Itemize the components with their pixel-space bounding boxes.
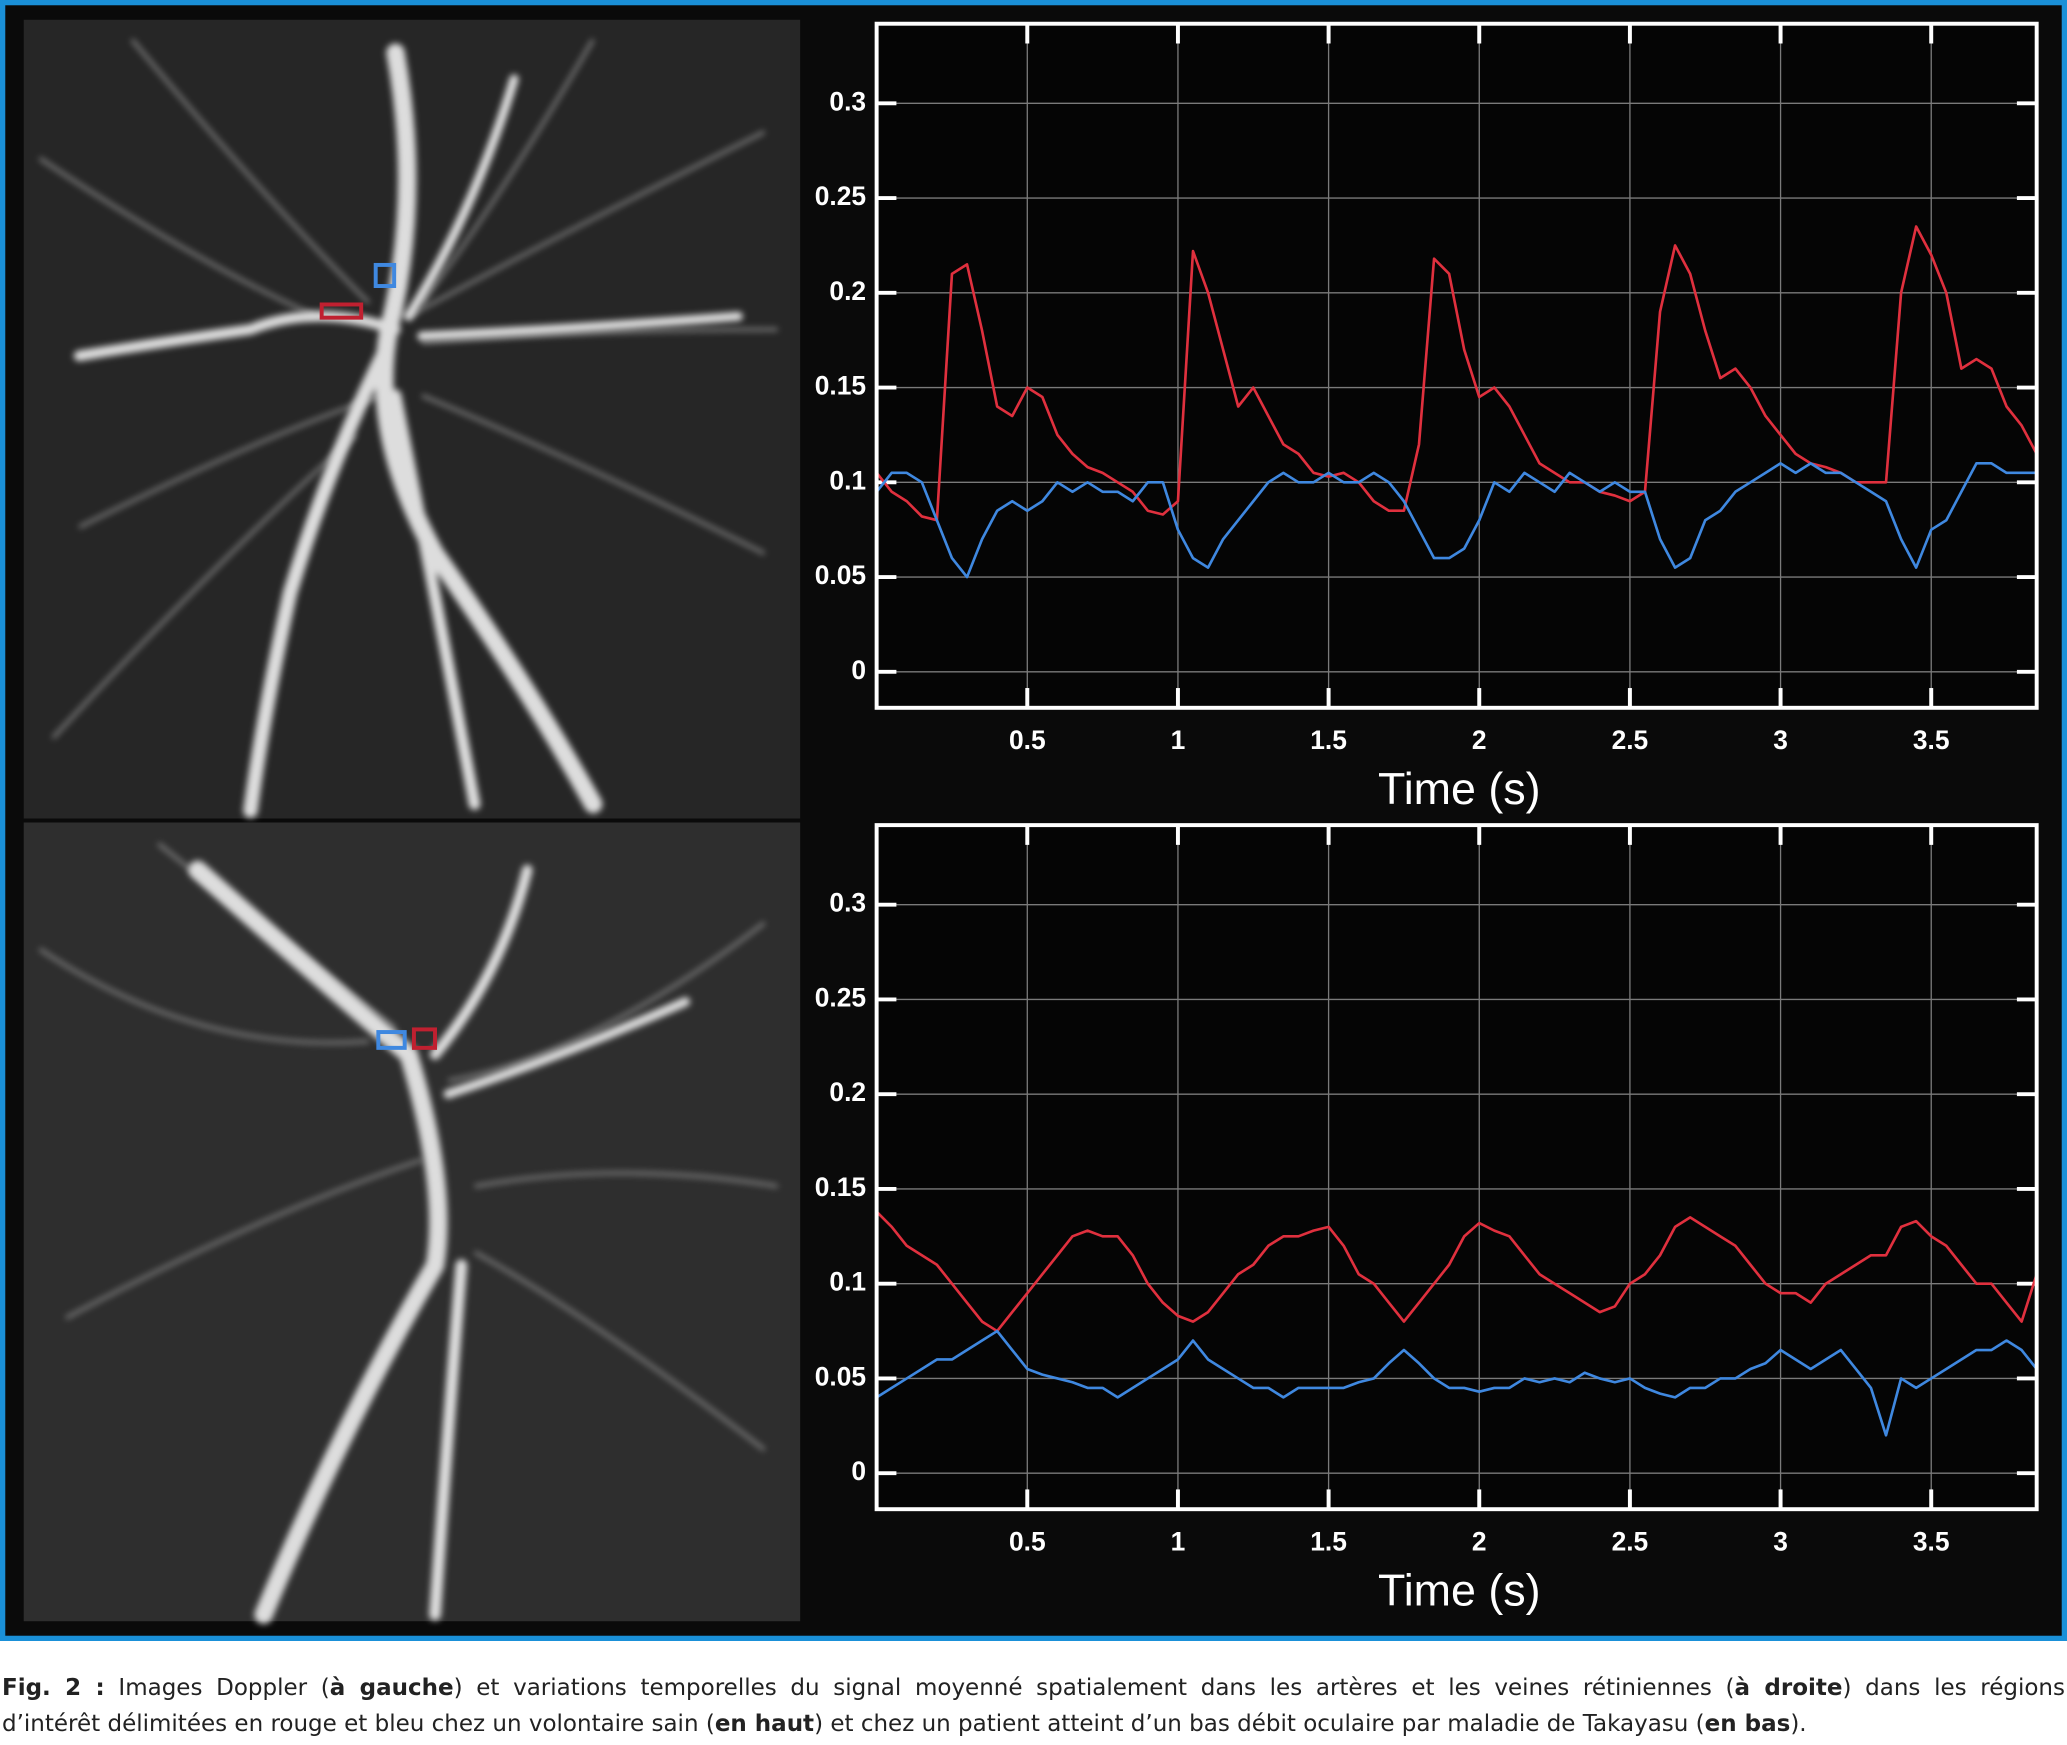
caption-bold-text: Fig. 2 : — [2, 1675, 105, 1701]
y-tick-label: 0.25 — [815, 181, 866, 211]
doppler-image-top — [23, 19, 801, 819]
caption-bold-text: à gauche — [329, 1675, 454, 1701]
y-tick-label: 0.15 — [815, 371, 866, 401]
y-tick-label: 0.2 — [829, 1077, 866, 1107]
y-tick-label: 0.15 — [815, 1172, 866, 1202]
caption-line: d’intérêt délimitées en rouge et bleu ch… — [2, 1706, 2065, 1742]
caption-text: d’intérêt délimitées en rouge et bleu ch… — [2, 1711, 715, 1737]
y-tick-label: 0.1 — [829, 1267, 866, 1297]
data-line — [875, 1329, 2038, 1437]
plot-area — [876, 23, 2037, 708]
caption-text: Images Doppler ( — [104, 1675, 330, 1701]
y-tick-label: 0.05 — [815, 560, 866, 590]
x-tick-label: 2.5 — [1612, 1526, 1649, 1556]
caption-text: ) et chez un patient atteint d’un bas dé… — [814, 1711, 1705, 1737]
caption-text: ). — [1790, 1711, 1807, 1737]
caption-bold-text: en bas — [1704, 1711, 1791, 1737]
y-tick-label: 0 — [851, 1456, 866, 1486]
x-axis-label: Time (s) — [1378, 1565, 1541, 1615]
caption-bold-text: à droite — [1734, 1675, 1843, 1701]
x-axis-label: Time (s) — [1378, 764, 1541, 814]
y-tick-label: 0 — [851, 655, 866, 685]
y-tick-label: 0.3 — [829, 888, 866, 918]
figure-frame — [0, 0, 2067, 1641]
caption: Fig. 2 : Images Doppler (à gauche) et va… — [2, 1670, 2065, 1742]
caption-line: Fig. 2 : Images Doppler (à gauche) et va… — [2, 1670, 2065, 1706]
x-tick-label: 1.5 — [1310, 1526, 1347, 1556]
figure: 0 0.05 0.1 0.15 0.2 0.25 0.3 0.5 1 1.5 2 2.5 3 3.5 Tim… — [0, 0, 2067, 1641]
data-line — [875, 1210, 2038, 1333]
plot-frame — [874, 823, 2039, 1512]
caption-text: ) dans les régions — [1842, 1675, 2065, 1701]
doppler-image-bottom — [23, 822, 801, 1624]
x-tick-label: 2.5 — [1612, 725, 1649, 755]
y-tick-label: 0.3 — [829, 86, 866, 116]
y-tick-label: 0.05 — [815, 1361, 866, 1391]
x-tick-label: 2 — [1472, 725, 1487, 755]
x-tick-label: 1.5 — [1310, 725, 1347, 755]
x-tick-label: 3.5 — [1913, 725, 1950, 755]
caption-text: ) et variations temporelles du signal mo… — [453, 1675, 1735, 1701]
x-tick-label: 2 — [1472, 1526, 1487, 1556]
data-line — [875, 462, 2037, 579]
caption-bold-text: en haut — [714, 1711, 815, 1737]
y-tick-label: 0.2 — [829, 276, 866, 306]
plot-frame — [874, 21, 2039, 710]
y-tick-label: 0.1 — [829, 465, 866, 495]
x-tick-label: 3 — [1773, 725, 1788, 755]
line-chart: 0 0.05 0.1 0.15 0.2 0.25 0.3 0.5 1 1.5 2 2.5 3 3.5 Tim… — [815, 21, 2039, 814]
plot-area — [876, 825, 2037, 1510]
x-tick-label: 1 — [1171, 725, 1186, 755]
y-tick-label: 0.25 — [815, 982, 866, 1012]
x-tick-label: 3.5 — [1913, 1526, 1950, 1556]
line-chart: 0 0.05 0.1 0.15 0.2 0.25 0.3 0.5 1 1.5 2 2.5 3 3.5 Tim… — [815, 823, 2039, 1615]
x-tick-label: 0.5 — [1009, 1526, 1046, 1556]
x-tick-label: 0.5 — [1009, 725, 1046, 755]
x-tick-label: 3 — [1773, 1526, 1788, 1556]
x-tick-label: 1 — [1171, 1526, 1186, 1556]
